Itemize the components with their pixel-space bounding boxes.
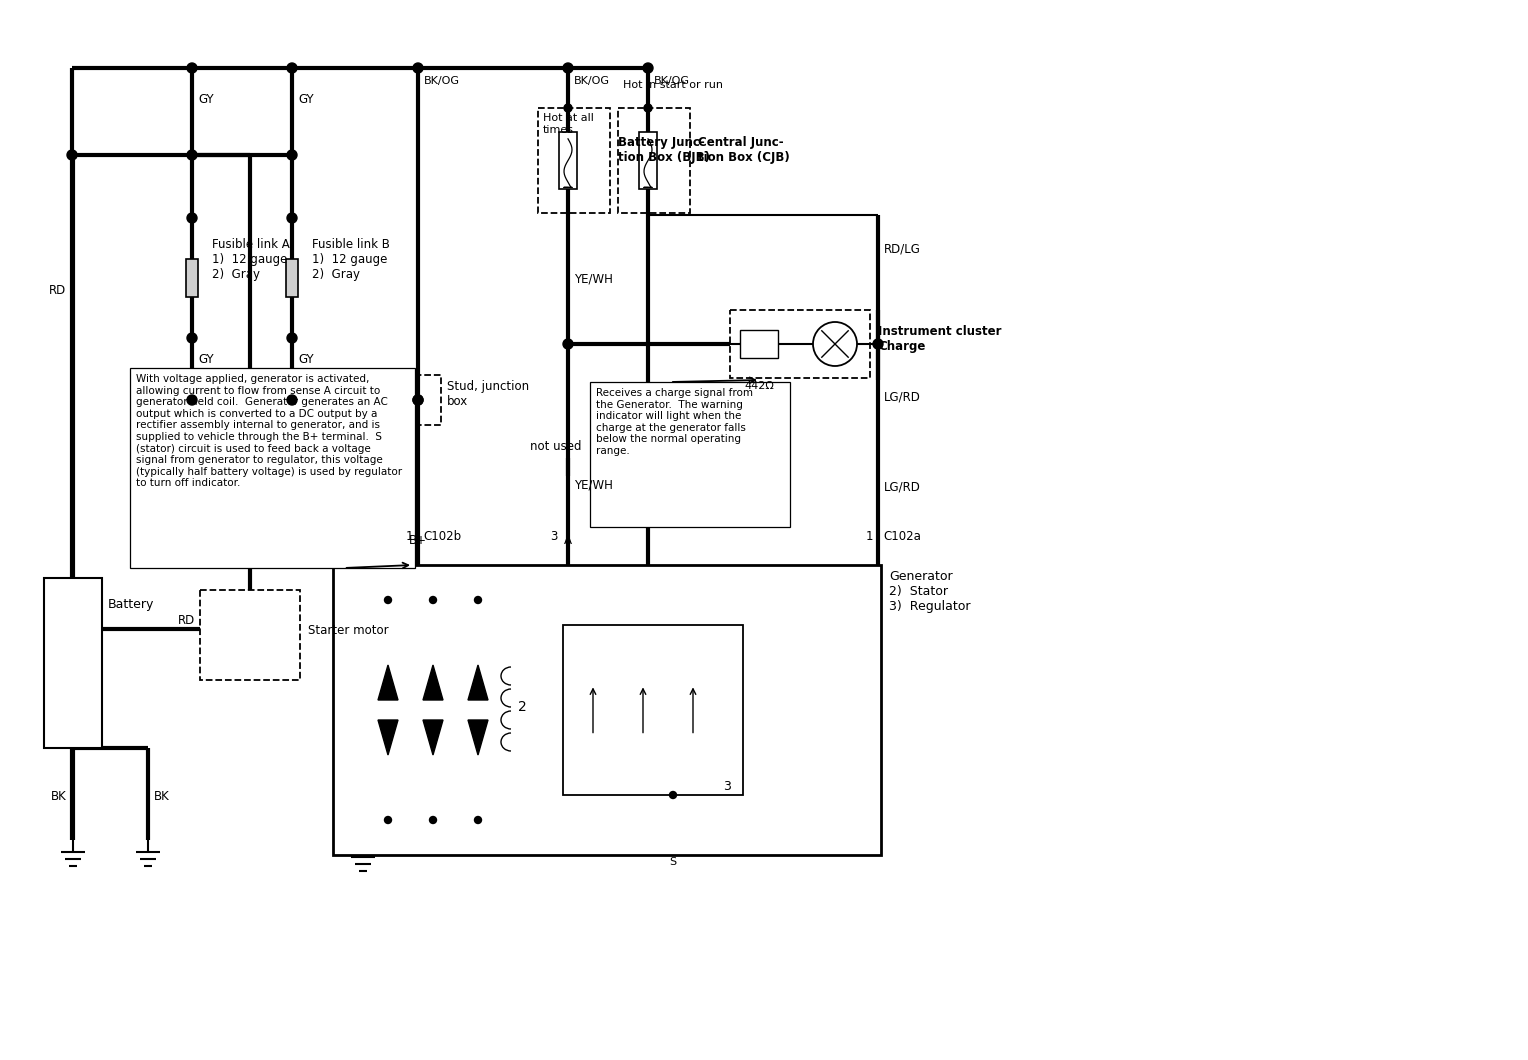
- Circle shape: [287, 213, 296, 223]
- Text: BK: BK: [154, 790, 170, 803]
- Text: Central Junc-
tion Box (CJB): Central Junc- tion Box (CJB): [698, 136, 790, 164]
- Text: Hot in start or run: Hot in start or run: [623, 80, 723, 90]
- Text: not used: not used: [530, 440, 582, 453]
- Text: RD: RD: [49, 283, 66, 297]
- Polygon shape: [468, 720, 487, 755]
- Text: GY: GY: [298, 353, 313, 366]
- Text: 442Ω: 442Ω: [744, 381, 775, 391]
- Bar: [286, 259, 298, 297]
- Circle shape: [562, 339, 573, 349]
- Text: A: A: [564, 534, 571, 547]
- Text: GY: GY: [298, 93, 313, 106]
- Text: BK/OG: BK/OG: [654, 76, 691, 86]
- Circle shape: [69, 151, 76, 159]
- Circle shape: [413, 395, 423, 405]
- Circle shape: [186, 63, 197, 73]
- Text: Starter motor: Starter motor: [309, 623, 388, 636]
- Bar: [44, 578, 102, 748]
- Circle shape: [475, 816, 481, 824]
- Polygon shape: [468, 665, 487, 700]
- Circle shape: [385, 597, 391, 603]
- Text: BK/OG: BK/OG: [575, 76, 610, 86]
- Circle shape: [562, 63, 573, 73]
- Text: 1: 1: [405, 530, 413, 543]
- Circle shape: [429, 816, 437, 824]
- Text: BK/OG: BK/OG: [423, 76, 460, 86]
- Circle shape: [186, 213, 197, 223]
- Circle shape: [186, 151, 197, 160]
- Text: BK: BK: [52, 790, 67, 803]
- Text: 1: 1: [865, 530, 872, 543]
- Text: 2: 2: [518, 700, 527, 714]
- Circle shape: [186, 395, 197, 405]
- Circle shape: [287, 63, 296, 73]
- Circle shape: [669, 792, 677, 798]
- Text: YE/WH: YE/WH: [575, 478, 613, 491]
- Text: C102b: C102b: [423, 530, 461, 543]
- Circle shape: [429, 597, 437, 603]
- Text: Battery Junc-
tion Box (BJB): Battery Junc- tion Box (BJB): [617, 136, 711, 164]
- Bar: [387, 375, 442, 425]
- Bar: [130, 368, 416, 568]
- Text: I: I: [877, 534, 880, 547]
- Text: GY: GY: [199, 353, 214, 366]
- Polygon shape: [377, 665, 397, 700]
- Text: Generator
2)  Stator
3)  Regulator: Generator 2) Stator 3) Regulator: [889, 570, 970, 613]
- Circle shape: [643, 63, 652, 73]
- Circle shape: [67, 151, 76, 160]
- Circle shape: [287, 395, 296, 405]
- Bar: [590, 382, 790, 527]
- Text: YE/WH: YE/WH: [575, 273, 613, 286]
- Bar: [186, 259, 199, 297]
- Circle shape: [643, 104, 652, 112]
- Text: Battery: Battery: [108, 598, 154, 611]
- Bar: [740, 330, 778, 358]
- Text: Stud, junction
box: Stud, junction box: [448, 379, 529, 408]
- Bar: [562, 625, 743, 795]
- Text: Hot at all
times: Hot at all times: [542, 113, 594, 135]
- Circle shape: [287, 333, 296, 343]
- Text: LG/RD: LG/RD: [885, 390, 921, 403]
- Text: LG/RD: LG/RD: [885, 480, 921, 493]
- Circle shape: [186, 333, 197, 343]
- Bar: [200, 590, 299, 681]
- Text: 3: 3: [550, 530, 558, 543]
- Text: 3: 3: [723, 780, 730, 793]
- Polygon shape: [423, 720, 443, 755]
- Text: RD/LG: RD/LG: [885, 243, 921, 257]
- Circle shape: [413, 395, 423, 405]
- Polygon shape: [377, 720, 397, 755]
- Bar: [333, 565, 882, 855]
- Text: S: S: [669, 856, 677, 867]
- Circle shape: [287, 151, 296, 160]
- Text: Receives a charge signal from
the Generator.  The warning
indicator will light w: Receives a charge signal from the Genera…: [596, 388, 753, 456]
- Bar: [538, 108, 610, 213]
- Text: Fusible link A
1)  12 gauge
2)  Gray: Fusible link A 1) 12 gauge 2) Gray: [212, 238, 290, 281]
- Circle shape: [475, 597, 481, 603]
- Text: Instrument cluster
Charge: Instrument cluster Charge: [879, 325, 1001, 353]
- Bar: [639, 131, 657, 190]
- Bar: [617, 108, 691, 213]
- Text: B+: B+: [410, 534, 426, 547]
- Text: C102a: C102a: [883, 530, 921, 543]
- Circle shape: [564, 104, 571, 112]
- Bar: [730, 310, 869, 378]
- Circle shape: [385, 816, 391, 824]
- Text: Fusible link B
1)  12 gauge
2)  Gray: Fusible link B 1) 12 gauge 2) Gray: [312, 238, 390, 281]
- Circle shape: [872, 339, 883, 349]
- Polygon shape: [423, 665, 443, 700]
- Circle shape: [813, 322, 857, 366]
- Text: RD: RD: [177, 614, 196, 628]
- Bar: [559, 131, 578, 190]
- Circle shape: [413, 63, 423, 73]
- Text: With voltage applied, generator is activated,
allowing current to flow from sens: With voltage applied, generator is activ…: [136, 374, 402, 489]
- Text: GY: GY: [199, 93, 214, 106]
